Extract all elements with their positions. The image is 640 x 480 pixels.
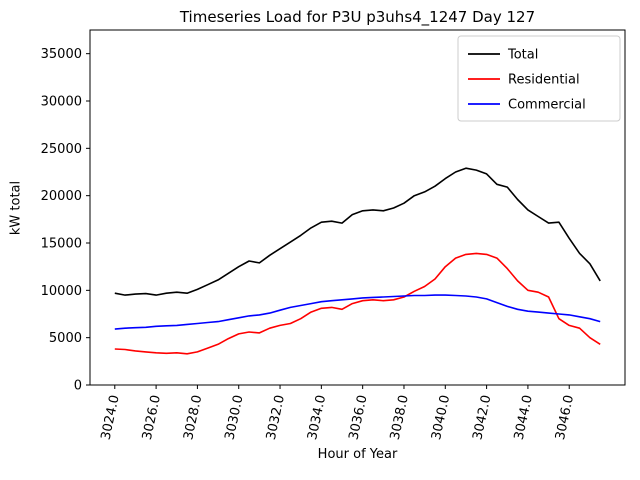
y-tick-label: 35000	[41, 47, 82, 62]
y-tick-label: 30000	[41, 95, 82, 110]
x-axis-label: Hour of Year	[317, 447, 398, 462]
x-tick-label: 3044.0	[512, 394, 536, 442]
legend-box	[457, 35, 621, 122]
y-axis-label: kW total	[8, 180, 24, 236]
y-tick-label: 20000	[41, 189, 82, 204]
legend-label-commercial: Commercial	[508, 98, 586, 113]
series-line-commercial	[114, 294, 601, 330]
y-tick-label: 15000	[41, 237, 82, 252]
y-tick-label: 25000	[41, 142, 82, 157]
x-tick-label: 3042.0	[470, 394, 494, 442]
series-line-residential	[114, 252, 601, 355]
chart-title: Timeseries Load for P3U p3uhs4_1247 Day …	[179, 8, 536, 26]
x-tick-label: 3034.0	[305, 394, 329, 442]
x-tick-label: 3030.0	[223, 394, 247, 442]
y-tick-label: 0	[74, 379, 82, 394]
legend-label-residential: Residential	[508, 73, 580, 88]
legend-label-total: Total	[507, 48, 538, 63]
x-tick-label: 3032.0	[264, 394, 288, 442]
axes-frame	[89, 29, 626, 386]
x-tick-label: 3028.0	[181, 394, 205, 442]
x-tick-label: 3046.0	[553, 394, 577, 442]
x-tick-label: 3038.0	[388, 394, 412, 442]
y-tick-label: 10000	[41, 284, 82, 299]
x-tick-label: 3026.0	[140, 394, 164, 442]
x-tick-label: 3040.0	[429, 394, 453, 442]
y-tick-label: 5000	[49, 331, 82, 346]
x-tick-label: 3024.0	[99, 394, 123, 442]
series-line-total	[114, 167, 601, 296]
x-tick-label: 3036.0	[346, 394, 370, 442]
